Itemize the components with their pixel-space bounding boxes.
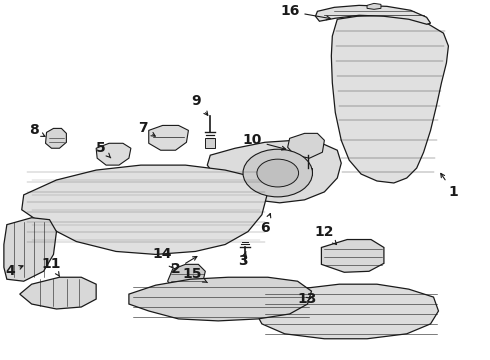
Polygon shape <box>321 239 384 272</box>
Polygon shape <box>316 5 431 24</box>
Text: 4: 4 <box>5 264 23 278</box>
Text: 7: 7 <box>138 121 155 136</box>
Ellipse shape <box>257 159 298 187</box>
Polygon shape <box>207 140 341 203</box>
Polygon shape <box>255 284 439 339</box>
Polygon shape <box>168 264 205 291</box>
Text: 8: 8 <box>29 123 45 138</box>
Polygon shape <box>302 168 313 175</box>
Text: 16: 16 <box>280 4 330 20</box>
Polygon shape <box>20 277 96 309</box>
Polygon shape <box>149 125 189 150</box>
Text: 13: 13 <box>298 292 317 306</box>
Polygon shape <box>288 133 324 158</box>
Polygon shape <box>4 218 56 281</box>
Polygon shape <box>331 15 448 183</box>
Text: 3: 3 <box>238 252 248 268</box>
Text: 1: 1 <box>441 174 458 199</box>
Text: 5: 5 <box>96 141 111 158</box>
Text: 10: 10 <box>242 133 286 150</box>
Text: 14: 14 <box>153 247 173 268</box>
Text: 12: 12 <box>315 225 337 244</box>
Polygon shape <box>96 143 131 165</box>
Text: 9: 9 <box>192 94 208 115</box>
Text: 15: 15 <box>183 267 207 283</box>
Polygon shape <box>367 3 381 9</box>
Polygon shape <box>129 277 312 321</box>
Text: 6: 6 <box>260 213 271 235</box>
Polygon shape <box>22 165 268 255</box>
Polygon shape <box>205 138 215 148</box>
Polygon shape <box>46 129 66 148</box>
Text: 11: 11 <box>42 257 61 276</box>
Text: 2: 2 <box>171 256 197 276</box>
Ellipse shape <box>243 149 313 197</box>
